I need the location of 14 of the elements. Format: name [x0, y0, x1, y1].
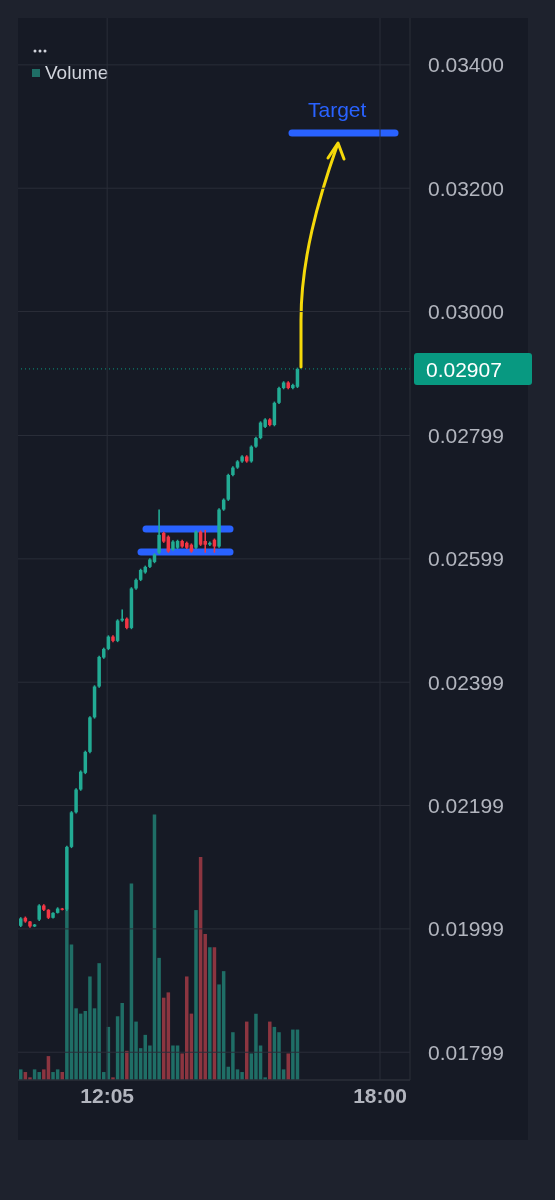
- y-tick-label: 0.03400: [428, 53, 504, 77]
- y-tick-label: 0.02599: [428, 547, 504, 571]
- legend-label: Volume: [45, 62, 109, 84]
- x-tick-label: 12:05: [80, 1083, 135, 1107]
- y-tick-label: 0.02399: [428, 670, 504, 694]
- x-tick-label: 18:00: [353, 1083, 407, 1107]
- y-tick-label: 0.02799: [428, 423, 504, 447]
- ref-line-label: 0.02907: [426, 357, 502, 381]
- y-tick-label: 0.02199: [428, 794, 504, 818]
- y-tick-label: 0.01799: [428, 1040, 504, 1064]
- y-tick-label: 0.03200: [428, 176, 504, 200]
- annotation: Target: [308, 98, 367, 122]
- y-tick-label: 0.01999: [428, 917, 504, 941]
- y-tick-label: 0.03000: [428, 300, 504, 324]
